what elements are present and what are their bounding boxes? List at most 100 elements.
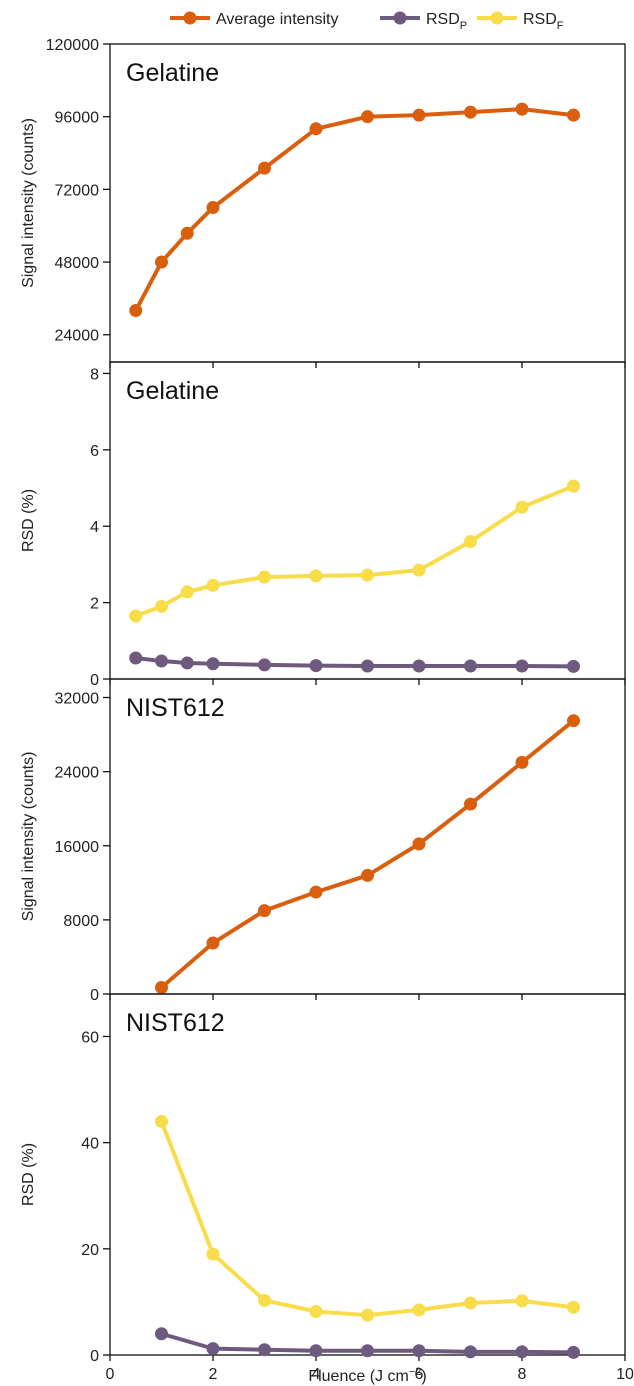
y-axis-title: Signal intensity (counts) bbox=[20, 752, 37, 922]
panel-2: 0 2 4 6 8 RSD (%) Gelatine bbox=[20, 361, 626, 689]
series-line-rsdf bbox=[133, 484, 576, 618]
data-point-avg bbox=[309, 885, 323, 899]
data-point-avg bbox=[155, 255, 168, 269]
panel-frame bbox=[109, 43, 626, 363]
data-point-rsdf bbox=[464, 535, 477, 549]
data-point-rsdp bbox=[258, 658, 271, 672]
data-point-avg bbox=[180, 226, 194, 240]
y-tick-label: 0 bbox=[90, 672, 99, 689]
data-point-rsdf bbox=[361, 1308, 374, 1322]
data-point-rsdp bbox=[206, 657, 220, 671]
series-line-avg bbox=[133, 107, 576, 313]
data-point-rsdp bbox=[180, 656, 194, 670]
data-point-rsdp bbox=[206, 1342, 220, 1356]
data-point-avg bbox=[361, 110, 374, 124]
panel-frame bbox=[109, 993, 626, 1356]
y-tick-label: 72000 bbox=[55, 182, 100, 199]
data-point-rsdp bbox=[412, 1344, 426, 1358]
panel-label: NIST612 bbox=[126, 694, 225, 722]
x-tick-label: 4 bbox=[312, 1366, 321, 1383]
data-point-rsdf bbox=[567, 1300, 580, 1314]
data-point-avg bbox=[515, 755, 529, 769]
panel-frame bbox=[109, 361, 626, 680]
y-tick-label: 6 bbox=[90, 443, 99, 460]
data-point-rsdp bbox=[309, 1344, 323, 1358]
data-point-avg bbox=[567, 108, 580, 122]
data-point-avg bbox=[129, 304, 143, 318]
data-point-rsdp bbox=[515, 659, 529, 673]
data-point-avg bbox=[258, 904, 271, 918]
data-point-rsdp bbox=[567, 659, 580, 673]
data-point-rsdf bbox=[309, 569, 323, 583]
panel-3: 0 8000 16000 24000 32000 Signal intensity (co… bbox=[20, 678, 626, 1004]
y-tick-label: 120000 bbox=[46, 37, 99, 54]
data-point-rsdf bbox=[515, 1294, 529, 1308]
y-axis-title: RSD (%) bbox=[20, 489, 37, 552]
data-point-rsdp bbox=[361, 659, 374, 673]
data-point-rsdf bbox=[567, 479, 580, 493]
legend-label-rsdp: RSDP bbox=[426, 11, 467, 32]
data-point-avg bbox=[412, 837, 426, 851]
data-point-avg bbox=[464, 105, 477, 119]
y-tick-label: 24000 bbox=[55, 765, 100, 782]
data-point-rsdp bbox=[155, 1327, 168, 1341]
data-point-rsdf bbox=[155, 1114, 168, 1128]
x-tick-label: 0 bbox=[106, 1366, 115, 1383]
y-tick-label: 96000 bbox=[55, 110, 100, 127]
data-point-rsdf bbox=[412, 563, 426, 577]
panel-frame bbox=[109, 678, 626, 995]
data-point-rsdp bbox=[515, 1345, 529, 1359]
legend-label-avg: Average intensity bbox=[216, 11, 338, 28]
legend-item-rsdf: RSDF bbox=[477, 11, 564, 32]
data-point-rsdf bbox=[464, 1296, 477, 1310]
x-tick-label: 6 bbox=[415, 1366, 424, 1383]
y-tick-label: 2 bbox=[90, 596, 99, 613]
y-tick-label: 32000 bbox=[55, 691, 100, 708]
y-tick-label: 40 bbox=[81, 1136, 99, 1153]
data-point-rsdf bbox=[206, 578, 220, 592]
legend: Average intensity RSDP RSDF bbox=[170, 11, 564, 32]
data-point-rsdp bbox=[567, 1345, 580, 1359]
data-point-rsdf bbox=[258, 570, 271, 584]
y-tick-label: 0 bbox=[90, 1348, 99, 1365]
panel-1: 24000 48000 72000 96000 120000 Signal intensi… bbox=[20, 37, 626, 368]
data-point-avg bbox=[155, 981, 168, 995]
data-point-avg bbox=[206, 201, 220, 215]
data-point-rsdp bbox=[258, 1343, 271, 1357]
legend-marker-avg bbox=[183, 11, 197, 25]
legend-marker-rsdf bbox=[490, 11, 504, 25]
data-point-rsdf bbox=[258, 1293, 271, 1307]
data-point-rsdf bbox=[515, 500, 529, 514]
x-tick-label: 8 bbox=[518, 1366, 527, 1383]
data-point-rsdf bbox=[309, 1304, 323, 1318]
legend-item-avg: Average intensity bbox=[170, 11, 338, 28]
y-tick-label: 8 bbox=[90, 366, 99, 383]
data-point-rsdp bbox=[361, 1344, 374, 1358]
data-point-rsdp bbox=[309, 659, 323, 673]
series-line-rsdf bbox=[159, 1119, 576, 1318]
legend-item-rsdp: RSDP bbox=[380, 11, 467, 32]
legend-marker-rsdp bbox=[393, 11, 407, 25]
data-point-rsdf bbox=[361, 568, 374, 582]
data-point-avg bbox=[258, 161, 271, 175]
data-point-rsdf bbox=[206, 1247, 220, 1261]
y-tick-label: 4 bbox=[90, 519, 99, 536]
data-point-avg bbox=[515, 102, 529, 116]
legend-label-rsdf: RSDF bbox=[523, 11, 564, 32]
data-point-avg bbox=[361, 868, 374, 882]
x-tick-label: 2 bbox=[209, 1366, 218, 1383]
y-tick-label: 24000 bbox=[55, 328, 100, 345]
panel-label: NIST612 bbox=[126, 1009, 225, 1037]
data-point-avg bbox=[464, 797, 477, 811]
data-point-rsdp bbox=[464, 1345, 477, 1359]
data-point-rsdp bbox=[129, 651, 143, 665]
y-tick-label: 60 bbox=[81, 1029, 99, 1046]
x-tick-label: 10 bbox=[616, 1366, 634, 1383]
y-tick-label: 16000 bbox=[55, 839, 100, 856]
data-point-avg bbox=[309, 122, 323, 136]
y-tick-label: 0 bbox=[90, 987, 99, 1004]
data-point-rsdp bbox=[464, 659, 477, 673]
panel-4: 0 20 40 60 RSD (%) NIST612 0 2 4 6 8 10 bbox=[20, 993, 634, 1383]
data-point-rsdf bbox=[129, 609, 143, 623]
data-point-avg bbox=[412, 108, 426, 122]
